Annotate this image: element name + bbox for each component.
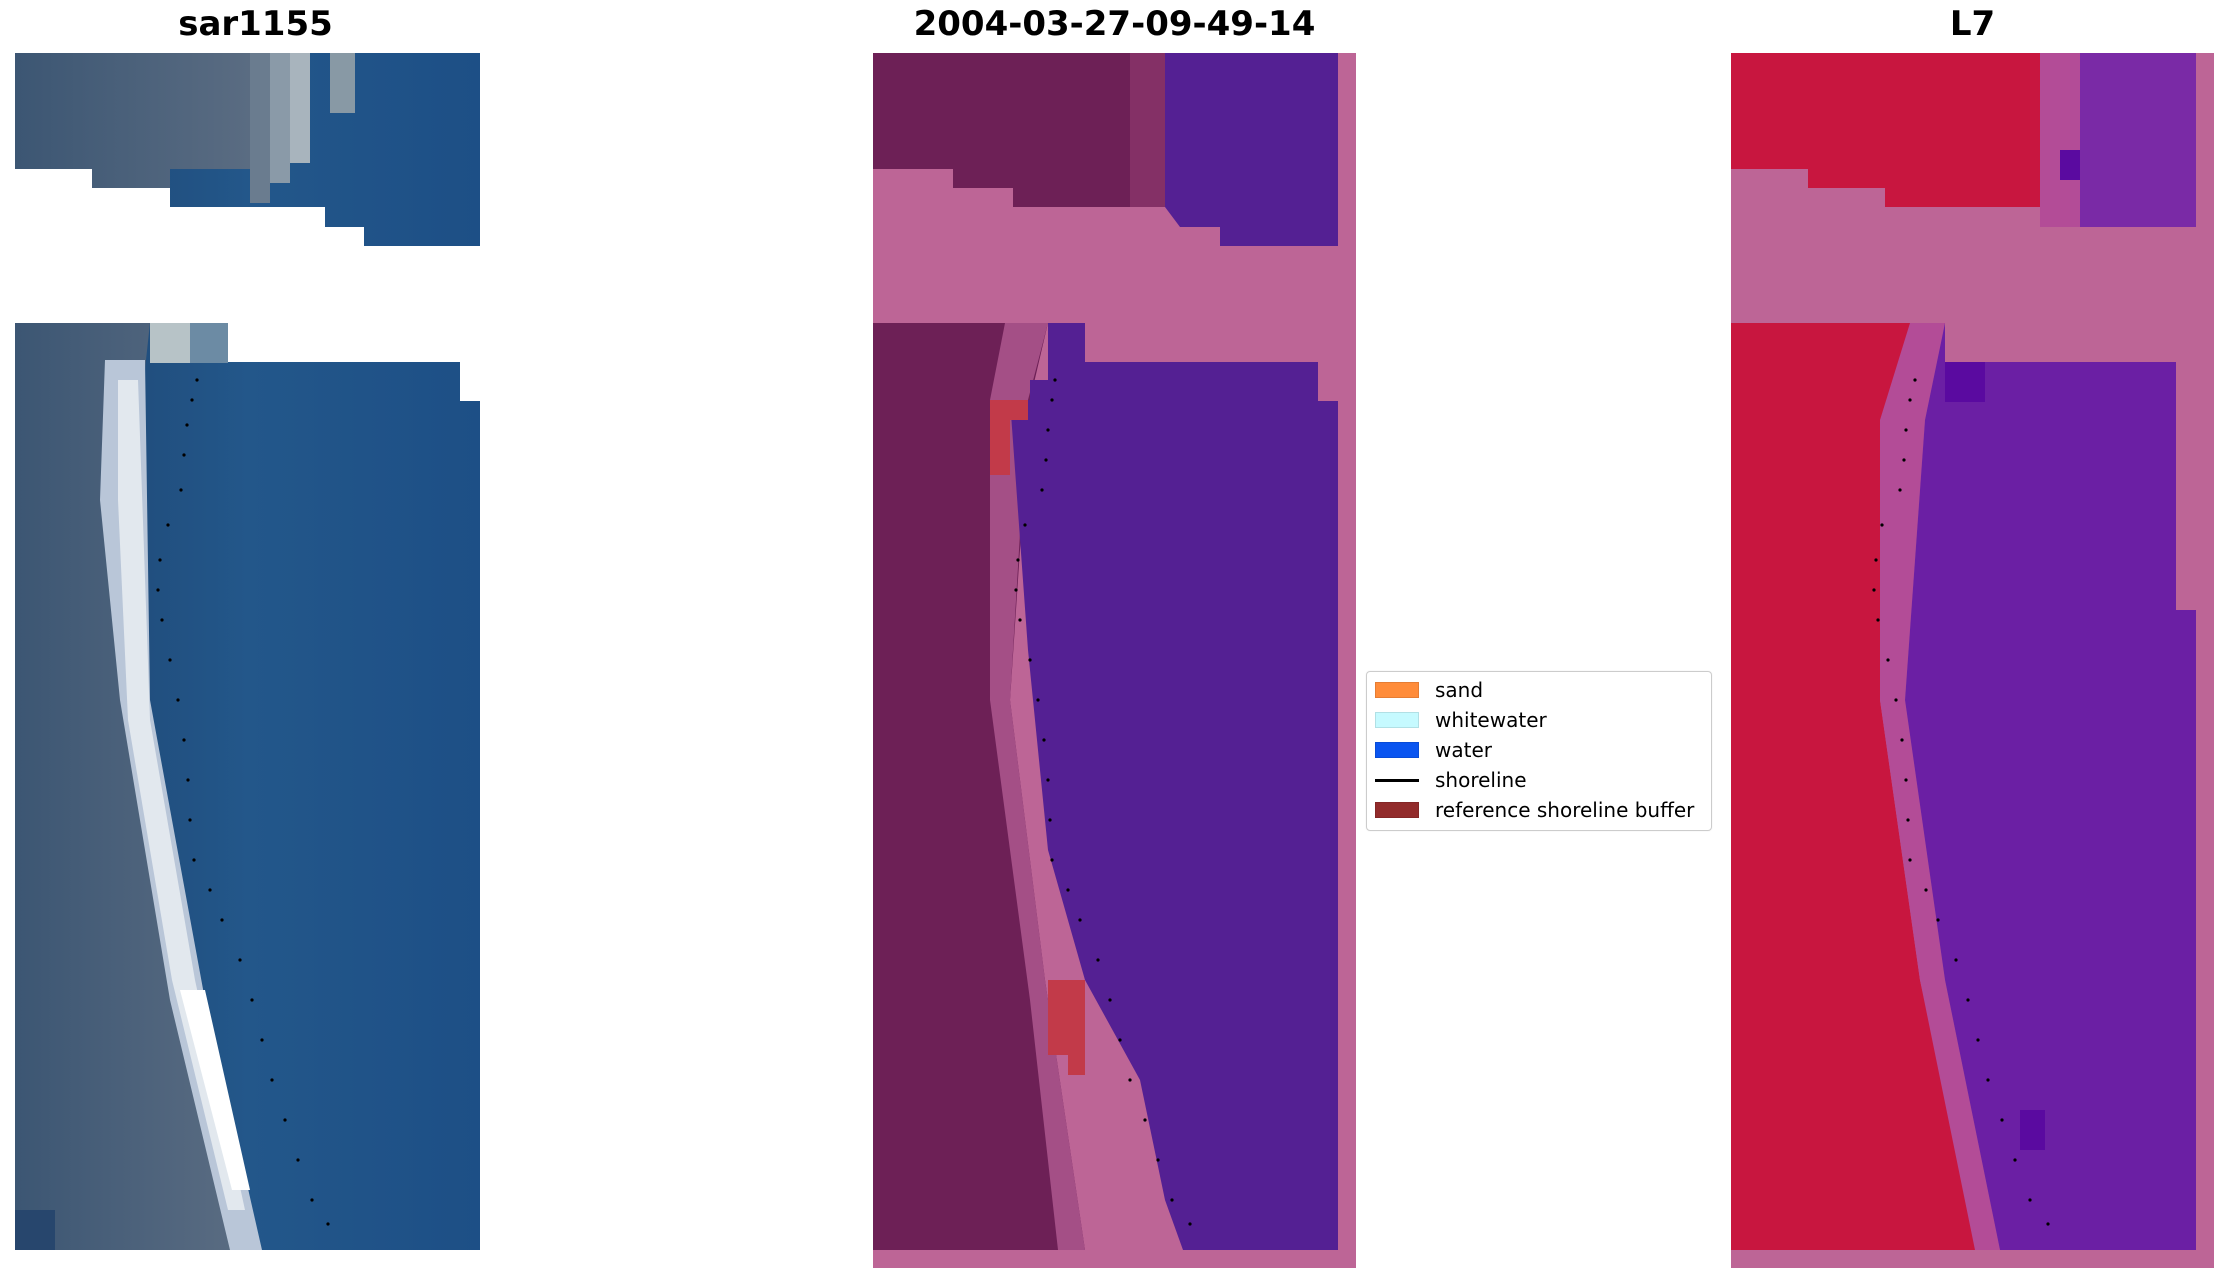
sand-swatch [1375, 682, 1419, 698]
legend-item-shoreline: shoreline [1375, 767, 1527, 793]
legend-label: water [1435, 738, 1492, 762]
panel-title: sar1155 [178, 4, 333, 44]
shoreline-line [1375, 778, 1419, 782]
legend-label: shoreline [1435, 768, 1527, 792]
rgb-main-block [15, 323, 480, 1250]
rgb-shoreline [156, 378, 330, 1226]
rgb-top-block [15, 53, 480, 246]
panel-title: 2004-03-27-09-49-14 [913, 4, 1316, 44]
legend-label: whitewater [1435, 708, 1547, 732]
legend-item-sand: sand [1375, 677, 1483, 703]
panel-title: L7 [1949, 4, 1996, 44]
legend-label: sand [1435, 678, 1484, 702]
water-swatch [1375, 742, 1419, 758]
legend-item-water: water [1375, 737, 1492, 763]
legend-item-buffer: reference shoreline buffer [1375, 797, 1694, 823]
buffer-swatch [1375, 802, 1419, 818]
legend-label: reference shoreline buffer [1435, 798, 1695, 822]
legend-item-whitewater: whitewater [1375, 707, 1547, 733]
whitewater-swatch [1375, 712, 1419, 728]
legend: sand whitewater water shoreline referenc… [1366, 671, 1712, 831]
